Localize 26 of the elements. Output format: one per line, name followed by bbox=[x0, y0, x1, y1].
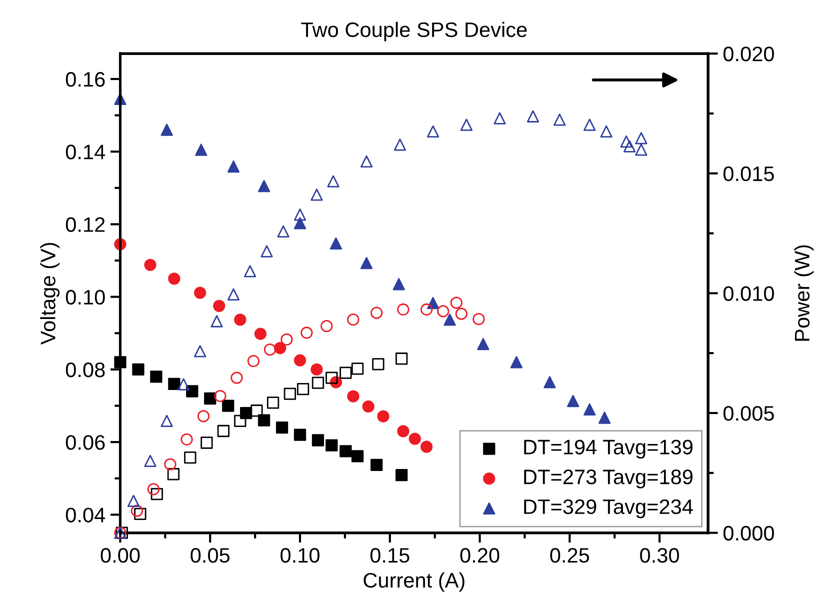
y-tick-label: 0.14 bbox=[66, 144, 106, 160]
y-tick-label: 0.16 bbox=[66, 72, 105, 87]
y2-axis-title: Power (W) bbox=[794, 245, 814, 341]
y-axis-title: Voltage (V) bbox=[40, 242, 60, 345]
y-tick-label: 0.10 bbox=[66, 290, 105, 305]
x-tick-label: 0.25 bbox=[550, 548, 590, 563]
x-tick-label: 0.20 bbox=[460, 548, 500, 563]
y2-tick-label: 0.015 bbox=[723, 166, 774, 182]
y-tick-label: 0.06 bbox=[66, 435, 105, 450]
y2-tick-label: 0.020 bbox=[723, 46, 774, 62]
y2-tick-label: 0.010 bbox=[723, 286, 774, 301]
y-tick-label: 0.04 bbox=[66, 508, 106, 522]
y2-tick-label: 0.000 bbox=[723, 526, 774, 541]
x-tick-label: 0.15 bbox=[370, 548, 410, 563]
y-tick-label: 0.08 bbox=[66, 362, 105, 378]
x-tick-label: 0.10 bbox=[280, 548, 320, 563]
legend-label: DT=329 Tavg=234 bbox=[524, 499, 693, 518]
x-axis-title: Current (A) bbox=[364, 572, 464, 592]
y2-tick-label: 0.005 bbox=[723, 406, 774, 421]
x-tick-label: 0.30 bbox=[640, 548, 680, 563]
x-tick-label: 0.05 bbox=[190, 548, 230, 563]
legend-label: DT=273 Tavg=189 bbox=[524, 470, 693, 488]
x-tick-label: 0.00 bbox=[100, 548, 140, 563]
chart-title: Two Couple SPS Device bbox=[301, 22, 527, 42]
legend-label: DT=194 Tavg=139 bbox=[524, 440, 693, 459]
y-tick-label: 0.12 bbox=[66, 217, 105, 232]
